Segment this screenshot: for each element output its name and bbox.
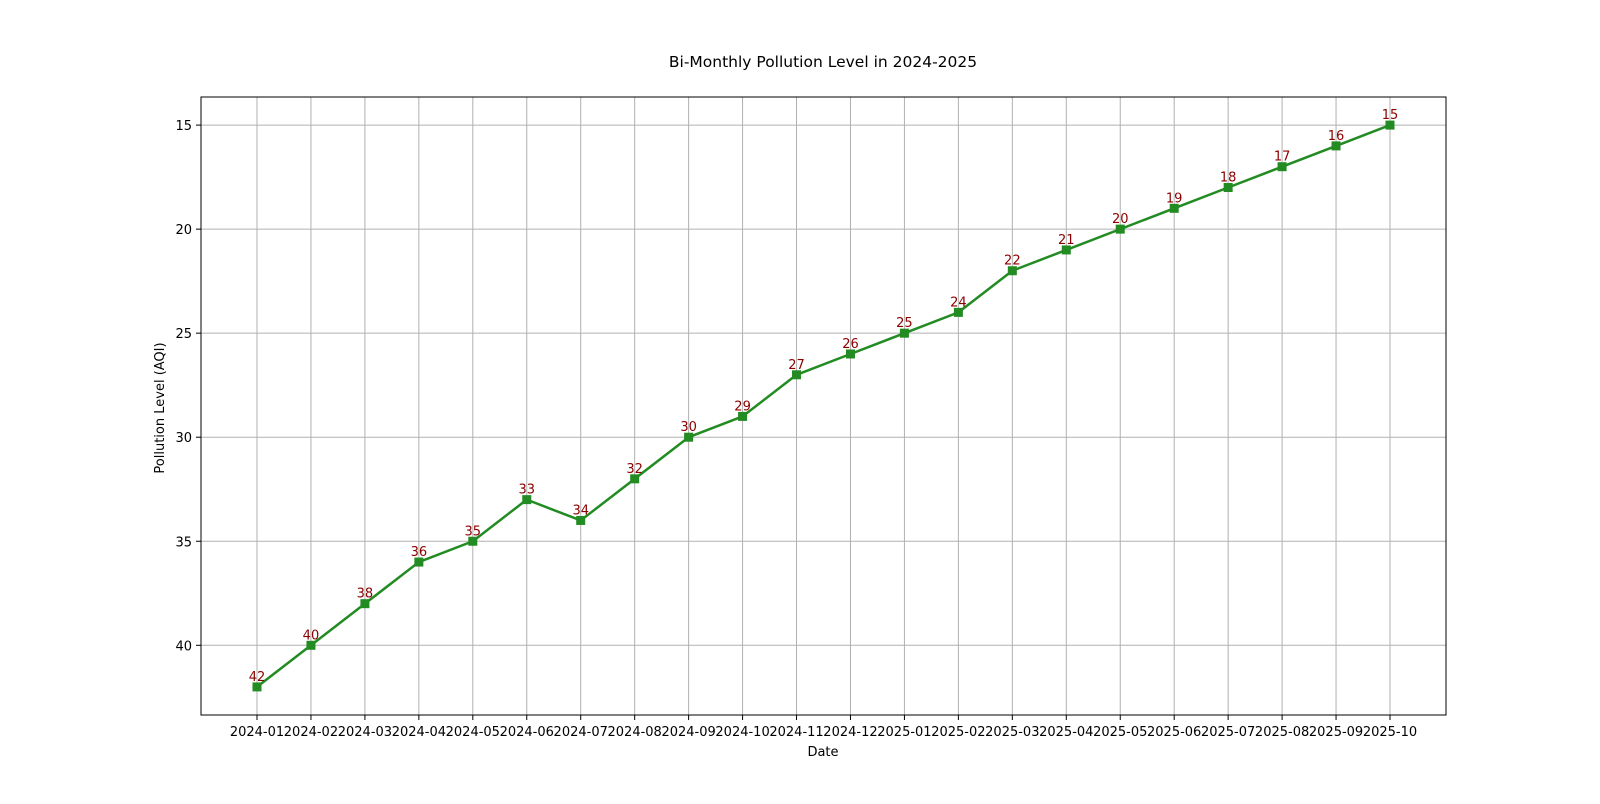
data-label: 26 bbox=[842, 337, 859, 352]
x-tick-label: 2025-04 bbox=[1039, 725, 1093, 740]
data-point-marker bbox=[1331, 141, 1341, 151]
x-tick-label: 2025-10 bbox=[1363, 725, 1417, 740]
data-label: 33 bbox=[518, 483, 535, 498]
data-label: 36 bbox=[411, 545, 428, 560]
data-point-marker bbox=[522, 495, 532, 505]
x-tick-label: 2024-06 bbox=[500, 725, 554, 740]
data-label: 35 bbox=[465, 524, 482, 539]
data-label: 42 bbox=[249, 670, 266, 685]
y-tick-label: 15 bbox=[175, 119, 192, 134]
x-tick-label: 2025-01 bbox=[877, 725, 931, 740]
data-point-marker bbox=[360, 599, 370, 609]
data-point-marker bbox=[1169, 203, 1179, 213]
data-label: 19 bbox=[1166, 191, 1183, 206]
data-label: 16 bbox=[1328, 129, 1345, 144]
data-label: 40 bbox=[303, 628, 320, 643]
data-label: 24 bbox=[950, 295, 967, 310]
data-label: 27 bbox=[788, 358, 805, 373]
data-point-marker bbox=[468, 536, 478, 546]
data-label: 18 bbox=[1220, 171, 1237, 186]
data-labels: 42 40 38 36 35 33 34 32 30 29 27 26 25 24 22 21 20 19 18 17… bbox=[249, 108, 1399, 685]
x-tick-label: 2025-07 bbox=[1201, 725, 1255, 740]
x-tick-label: 2024-08 bbox=[608, 725, 662, 740]
data-label: 29 bbox=[734, 399, 751, 414]
x-tick-label: 2024-02 bbox=[284, 725, 338, 740]
y-tick-label: 25 bbox=[175, 327, 192, 342]
x-tick-label: 2024-03 bbox=[338, 725, 392, 740]
data-label: 17 bbox=[1274, 150, 1291, 165]
x-tick-label: 2025-03 bbox=[985, 725, 1039, 740]
data-label: 32 bbox=[626, 462, 643, 477]
x-tick-label: 2025-02 bbox=[931, 725, 985, 740]
plot-area-frame bbox=[200, 96, 1447, 716]
data-point-marker bbox=[1223, 183, 1233, 193]
data-label: 38 bbox=[357, 587, 374, 602]
data-point-marker bbox=[684, 432, 694, 442]
y-tick-label: 30 bbox=[175, 431, 192, 446]
data-point-marker bbox=[1277, 162, 1287, 172]
data-point-marker bbox=[1385, 120, 1395, 130]
data-point-marker bbox=[899, 328, 909, 338]
data-label: 30 bbox=[680, 420, 697, 435]
data-label: 22 bbox=[1004, 254, 1021, 269]
x-axis-label: Date bbox=[807, 745, 838, 760]
grid bbox=[201, 97, 1446, 715]
x-tick-label: 2024-11 bbox=[769, 725, 823, 740]
data-point-marker bbox=[953, 307, 963, 317]
data-point-marker bbox=[306, 640, 316, 650]
data-point-marker bbox=[792, 370, 802, 380]
x-tick-label: 2024-09 bbox=[661, 725, 715, 740]
y-axis-label: Pollution Level (AQI) bbox=[153, 342, 168, 473]
data-label: 20 bbox=[1112, 212, 1129, 227]
x-tick-label: 2024-04 bbox=[392, 725, 446, 740]
x-tick-label: 2024-05 bbox=[446, 725, 500, 740]
data-point-marker bbox=[1061, 245, 1071, 255]
x-tick-label: 2025-05 bbox=[1093, 725, 1147, 740]
y-tick-label: 35 bbox=[175, 535, 192, 550]
data-label: 21 bbox=[1058, 233, 1075, 248]
chart-title: Bi-Monthly Pollution Level in 2024-2025 bbox=[669, 53, 977, 71]
x-tick-label: 2025-06 bbox=[1147, 725, 1201, 740]
data-point-marker bbox=[414, 557, 424, 567]
x-tick-label: 2024-10 bbox=[715, 725, 769, 740]
data-label: 25 bbox=[896, 316, 913, 331]
y-tick-label: 40 bbox=[175, 639, 192, 654]
x-tick-label: 2025-09 bbox=[1309, 725, 1363, 740]
data-point-marker bbox=[738, 411, 748, 421]
x-tick-label: 2024-12 bbox=[823, 725, 877, 740]
axis-ticks: 2024-01 2024-02 2024-03 2024-04 2024-05 2024-… bbox=[175, 119, 1417, 740]
series bbox=[252, 120, 1395, 692]
x-tick-label: 2025-08 bbox=[1255, 725, 1309, 740]
data-point-marker bbox=[845, 349, 855, 359]
data-label: 34 bbox=[572, 503, 589, 518]
y-tick-label: 20 bbox=[175, 223, 192, 238]
series-line bbox=[256, 123, 1391, 688]
data-point-marker bbox=[576, 515, 586, 525]
x-tick-label: 2024-07 bbox=[554, 725, 608, 740]
data-label: 15 bbox=[1382, 108, 1399, 123]
data-point-marker bbox=[1115, 224, 1125, 234]
data-point-marker bbox=[1007, 266, 1017, 276]
x-tick-label: 2024-01 bbox=[230, 725, 284, 740]
data-point-marker bbox=[630, 474, 640, 484]
data-point-marker bbox=[252, 682, 262, 692]
